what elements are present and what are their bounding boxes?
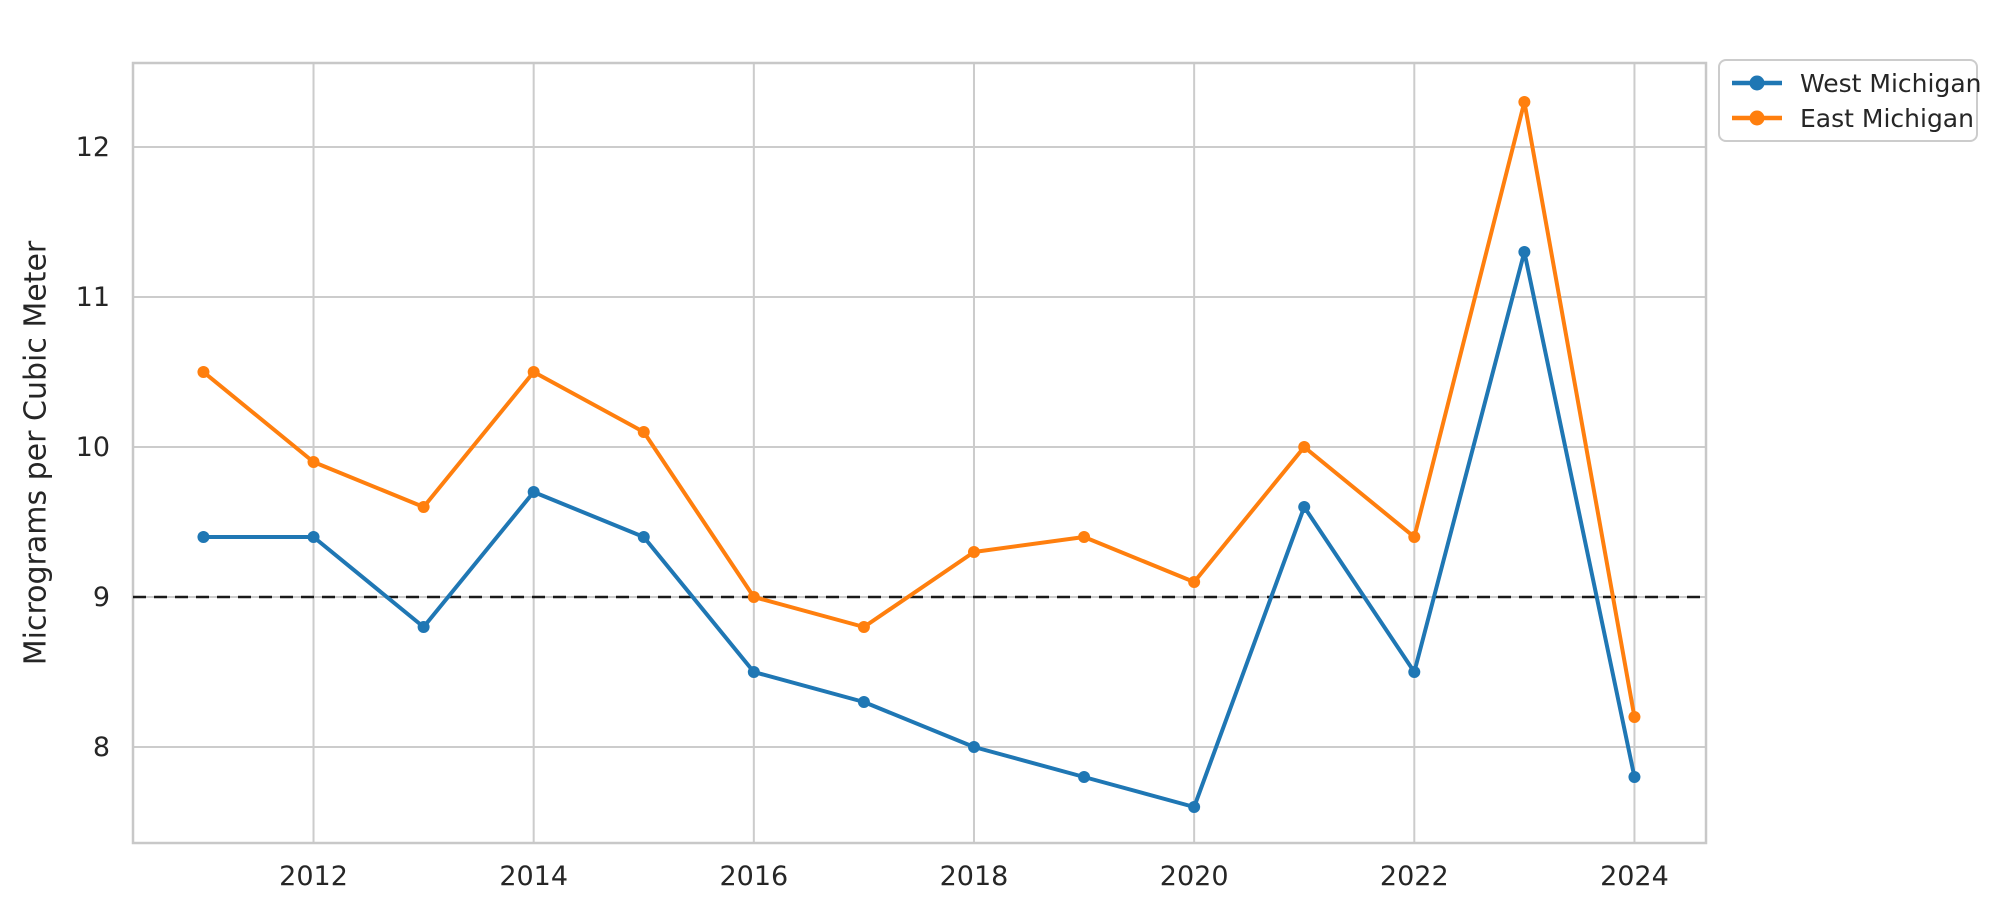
y-tick-label: 9 (93, 582, 110, 613)
data-point-east-michigan-2021 (1298, 441, 1311, 453)
data-point-east-michigan-2018 (967, 546, 980, 558)
data-point-west-michigan-2024 (1628, 771, 1641, 783)
x-tick-label: 2024 (1600, 861, 1669, 892)
data-point-east-michigan-2019 (1078, 531, 1091, 543)
x-tick-label: 2018 (940, 861, 1009, 892)
y-tick-label: 10 (76, 432, 110, 463)
series-west-michigan (197, 246, 1641, 813)
legend-item-east-michigan: East Michigan (1728, 103, 1974, 133)
data-point-west-michigan-2011 (197, 531, 210, 543)
series-line-west-michigan (201, 250, 1637, 809)
legend: West Michigan East Michigan (1718, 59, 1982, 142)
x-tick-label: 2022 (1380, 861, 1449, 892)
plot-area (133, 63, 1706, 843)
y-tick-label: 11 (76, 282, 110, 313)
data-point-west-michigan-2014 (527, 486, 540, 498)
legend-line-marker-icon (1732, 110, 1782, 126)
plot-border (131, 61, 1708, 845)
data-point-east-michigan-2023 (1518, 96, 1531, 108)
y-axis-label: Micrograms per Cubic Meter (18, 240, 54, 666)
data-point-east-michigan-2020 (1188, 576, 1201, 588)
data-point-west-michigan-2022 (1408, 666, 1421, 678)
legend-item-west-michigan: West Michigan (1728, 68, 1982, 98)
y-tick-labels: 8 9 10 11 12 (76, 132, 110, 763)
data-point-west-michigan-2015 (637, 531, 650, 543)
data-point-west-michigan-2012 (307, 531, 320, 543)
data-point-west-michigan-2018 (967, 741, 980, 753)
data-point-east-michigan-2015 (637, 426, 650, 438)
data-point-west-michigan-2019 (1078, 771, 1091, 783)
x-tick-label: 2016 (719, 861, 788, 892)
legend-label: East Michigan (1800, 103, 1974, 133)
x-tick-labels: 2012 2014 2016 2018 2020 2022 2024 (279, 861, 1669, 892)
data-point-east-michigan-2011 (197, 366, 210, 378)
legend-label: West Michigan (1800, 68, 1982, 98)
data-point-east-michigan-2016 (747, 591, 760, 603)
legend-line-marker-icon (1732, 75, 1782, 91)
data-point-west-michigan-2020 (1188, 801, 1201, 813)
data-point-east-michigan-2013 (417, 501, 430, 513)
data-series (197, 96, 1641, 813)
data-point-west-michigan-2017 (857, 696, 870, 708)
data-point-east-michigan-2017 (857, 621, 870, 633)
data-point-east-michigan-2014 (527, 366, 540, 378)
series-east-michigan (197, 96, 1641, 723)
data-point-east-michigan-2024 (1628, 711, 1641, 723)
y-tick-label: 12 (76, 132, 110, 163)
x-tick-label: 2012 (279, 861, 348, 892)
data-point-west-michigan-2021 (1298, 501, 1311, 513)
x-tick-label: 2014 (499, 861, 568, 892)
y-tick-label: 8 (93, 732, 110, 763)
data-point-east-michigan-2022 (1408, 531, 1421, 543)
data-point-west-michigan-2023 (1518, 246, 1531, 258)
data-point-west-michigan-2016 (747, 666, 760, 678)
series-line-east-michigan (201, 100, 1637, 719)
x-tick-label: 2020 (1160, 861, 1229, 892)
data-point-west-michigan-2013 (417, 621, 430, 633)
data-point-east-michigan-2012 (307, 456, 320, 468)
